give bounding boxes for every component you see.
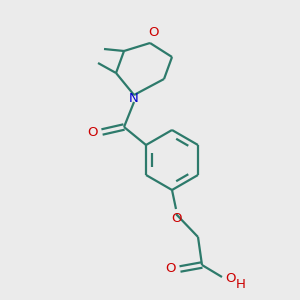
- Text: O: O: [166, 262, 176, 275]
- Text: O: O: [148, 26, 158, 40]
- Text: O: O: [171, 212, 181, 225]
- Text: O: O: [87, 125, 97, 139]
- Text: O: O: [225, 272, 235, 286]
- Text: N: N: [129, 92, 139, 105]
- Text: H: H: [236, 278, 246, 290]
